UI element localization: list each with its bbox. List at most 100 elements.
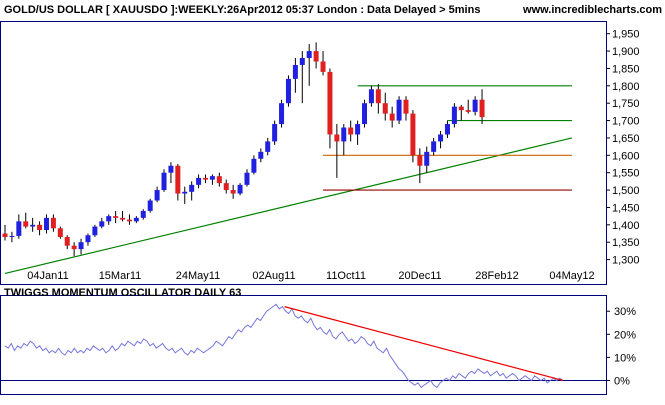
candle-up: [182, 191, 188, 194]
candle-up: [272, 124, 278, 142]
price-y-tick-label: 1,450: [612, 202, 640, 214]
candle-up: [431, 141, 437, 152]
candle-up: [444, 124, 450, 135]
oscillator-trendline: [284, 306, 564, 382]
price-x-tick-label: 15Mar11: [99, 270, 142, 282]
candle-down: [313, 51, 319, 62]
price-panel-frame: [0, 21, 607, 285]
candle-down: [50, 217, 56, 229]
candle-up: [396, 99, 402, 121]
candle-up: [189, 184, 195, 192]
rising-trendline: [4, 137, 573, 275]
candle-up: [237, 184, 243, 194]
osc-y-tick-label: 20%: [614, 329, 636, 341]
candle-down: [202, 177, 208, 180]
price-y-tick-label: 1,900: [612, 46, 640, 58]
price-y-tick-label: 1,800: [612, 81, 640, 93]
candle-down: [465, 110, 471, 112]
candle-down: [223, 183, 229, 191]
candle-up: [85, 235, 91, 243]
price-x-tick-label: 20Dec11: [398, 270, 441, 282]
candle-down: [334, 134, 340, 142]
candle-up: [258, 151, 264, 159]
candle-down: [327, 71, 333, 135]
candle-down: [64, 236, 70, 246]
candle-down: [348, 127, 354, 135]
candle-up: [161, 172, 167, 191]
candle-down: [230, 190, 236, 194]
candle-up: [99, 221, 105, 227]
candle-up: [168, 165, 174, 173]
price-y-tick-label: 1,700: [612, 116, 640, 128]
osc-y-tick-label: 10%: [614, 352, 636, 364]
candle-down: [458, 106, 464, 111]
candle-down: [216, 176, 222, 184]
price-y-tick-label: 1,600: [612, 150, 640, 162]
candle-up: [78, 242, 84, 250]
candle-up: [265, 141, 271, 152]
candle-up: [306, 51, 312, 59]
candle-down: [2, 233, 8, 237]
price-y-tick-label: 1,750: [612, 98, 640, 110]
candle-up: [285, 78, 291, 104]
candle-down: [120, 217, 126, 220]
price-y-tick-label: 1,500: [612, 185, 640, 197]
candle-down: [320, 61, 326, 72]
price-y-tick-label: 1,550: [612, 168, 640, 180]
candle-up: [362, 103, 368, 125]
osc-line: [4, 303, 564, 389]
candle-up: [209, 176, 215, 180]
candle-up: [147, 200, 153, 211]
candle-down: [410, 113, 416, 156]
candle-up: [472, 99, 478, 112]
candle-up: [355, 124, 361, 135]
osc-y-tick-label: 30%: [614, 306, 636, 318]
candle-up: [106, 216, 112, 222]
candle-down: [403, 99, 409, 114]
price-y-tick-label: 1,950: [612, 29, 640, 41]
oscillator-panel: 0% 10% 20% 30%: [1, 303, 636, 389]
candle-down: [175, 165, 181, 194]
price-x-tick-label: 02Aug11: [252, 270, 295, 282]
candle-up: [244, 172, 250, 185]
oscillator-panel-frame: [0, 295, 607, 395]
candle-up: [43, 217, 49, 231]
site-label[interactable]: www.incrediblecharts.com: [522, 4, 662, 16]
candle-down: [126, 219, 132, 222]
candle-down: [417, 155, 423, 166]
price-x-tick-label: 24May11: [176, 270, 220, 282]
candle-up: [154, 190, 160, 201]
candle-up: [16, 221, 22, 236]
candle-up: [424, 151, 430, 166]
price-x-tick-label: 28Feb12: [475, 270, 518, 282]
candle-up: [92, 226, 98, 236]
candle-down: [113, 216, 119, 218]
candle-up: [196, 177, 202, 185]
candle-down: [375, 89, 381, 104]
candle-up: [368, 89, 374, 104]
candle-down: [382, 103, 388, 114]
price-y-tick-label: 1,350: [612, 237, 640, 249]
osc-y-tick-label: 0%: [614, 375, 630, 387]
candle-down: [71, 245, 77, 250]
candle-down: [389, 113, 395, 121]
price-x-tick-label: 04May12: [549, 270, 594, 282]
price-y-tick-label: 1,650: [612, 133, 640, 145]
price-y-tick-label: 1,300: [612, 255, 640, 267]
candle-up: [133, 217, 139, 222]
price-x-tick-label: 11Oct11: [326, 270, 366, 282]
price-x-tick-label: 04Jan11: [27, 270, 68, 282]
candle-down: [37, 224, 43, 231]
candle-up: [9, 235, 15, 237]
price-y-tick-label: 1,400: [612, 220, 640, 232]
price-panel: 1,300 1,350 1,400 1,450 1,500 1,550 1,600 1,650…: [2, 29, 640, 282]
candle-up: [451, 106, 457, 125]
candle-up: [279, 103, 285, 125]
chart-title: GOLD/US DOLLAR [ XAUUSDO ]:WEEKLY:26Apr2…: [4, 4, 480, 16]
candle-up: [30, 224, 36, 227]
candle-up: [140, 210, 146, 218]
candle-down: [479, 99, 485, 118]
candle-up: [251, 158, 257, 173]
candle-up: [341, 127, 347, 142]
